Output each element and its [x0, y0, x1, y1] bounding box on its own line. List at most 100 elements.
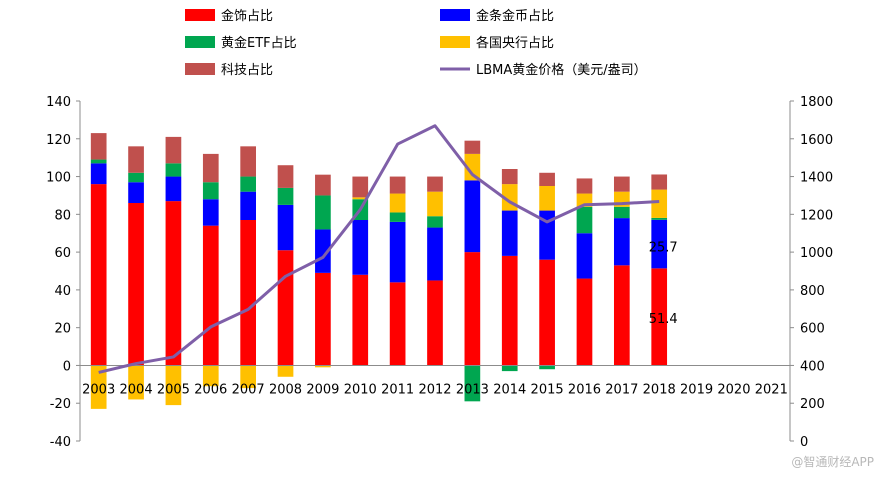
left-tick-label: -20 [50, 397, 71, 412]
bar-2003-series-3 [90, 365, 107, 409]
bar-2007-series-1 [240, 191, 256, 220]
bar-2004-series-2 [128, 172, 144, 183]
x-tick-label-2004: 2004 [120, 382, 153, 397]
bar-2012-series-0 [427, 280, 443, 366]
bar-2013-series-2 [464, 365, 481, 402]
right-tick-label: 400 [800, 359, 825, 374]
bar-2005-series-1 [165, 176, 182, 202]
bar-2011-series-1 [389, 221, 406, 283]
right-tick-label: 1200 [800, 208, 833, 223]
x-tick-label-2016: 2016 [568, 382, 601, 397]
left-tick-label: 0 [63, 359, 71, 374]
bar-2009-series-3 [315, 365, 331, 368]
bar-2012-series-1 [427, 227, 443, 281]
x-tick-label-2012: 2012 [418, 382, 451, 397]
bar-2008-series-3 [277, 365, 294, 377]
left-tick-label: 100 [46, 171, 71, 186]
bar-2012-series-2 [427, 216, 443, 228]
legend-swatch-2 [185, 36, 215, 48]
bar-2018-series-2 [651, 217, 668, 220]
labels-layer: 25.7 51.4 [649, 240, 678, 327]
bars-layer [90, 133, 668, 409]
bar-2016-series-4 [576, 178, 593, 194]
bar-2004-series-0 [128, 203, 144, 366]
bar-2007-series-2 [240, 176, 256, 192]
axes-layer: -40-200204060801001201400200400600800100… [46, 95, 833, 450]
right-tick-label: 800 [800, 284, 825, 299]
bar-2008-series-2 [277, 187, 294, 205]
legend-label-2: 黄金ETF占比 [221, 35, 297, 51]
bar-2006-series-2 [202, 182, 219, 200]
bar-2005-series-4 [165, 136, 182, 164]
bar-2008-series-1 [277, 204, 294, 251]
legend-label-0: 金饰占比 [221, 8, 273, 24]
line-layer [98, 124, 660, 374]
bar-2006-series-4 [202, 153, 219, 183]
bar-2017-series-4 [613, 176, 630, 192]
bar-2018-series-3 [651, 189, 668, 218]
right-tick-label: 1000 [800, 246, 833, 261]
left-tick-label: 140 [46, 95, 71, 110]
bar-2012-series-3 [427, 191, 443, 217]
bar-2009-series-2 [315, 195, 331, 230]
left-tick-label: 20 [54, 322, 71, 337]
bar-2005-series-3 [165, 365, 182, 406]
bar-2014-series-4 [501, 169, 518, 185]
right-tick-label: 600 [800, 322, 825, 337]
bar-2015-series-0 [539, 259, 555, 366]
legend-swatch-3 [440, 36, 470, 48]
bar-2009-series-1 [315, 229, 331, 273]
bar-2016-series-0 [576, 278, 593, 366]
bar-2006-series-3 [202, 365, 219, 387]
legend-label-4: 科技占比 [221, 63, 273, 78]
bar-2006-series-1 [202, 199, 219, 226]
x-tick-label-2020: 2020 [717, 382, 750, 397]
x-tick-label-2014: 2014 [493, 382, 526, 397]
bar-2003-series-4 [90, 133, 107, 160]
bar-2012-series-4 [427, 176, 443, 192]
bar-2003-series-0 [90, 184, 107, 366]
x-tick-label-2003: 2003 [82, 382, 115, 397]
bar-2018-series-4 [651, 174, 668, 190]
bar-2003-series-2 [90, 159, 107, 164]
watermark-text: @智通财经APP [791, 454, 874, 469]
right-tick-label: 1600 [800, 133, 833, 148]
bar-2004-series-1 [128, 182, 144, 203]
bar-2014-series-2 [501, 365, 518, 372]
bar-2013-series-1 [464, 180, 481, 253]
left-tick-label: 40 [54, 284, 71, 299]
legend-label-1: 金条金币占比 [476, 8, 554, 24]
bar-2010-series-3 [352, 197, 369, 200]
bar-2017-series-0 [613, 265, 630, 366]
x-tick-label-2006: 2006 [194, 382, 227, 397]
bar-2014-series-1 [501, 210, 518, 256]
right-tick-label: 0 [800, 435, 808, 450]
x-tick-label-2015: 2015 [531, 382, 564, 397]
legend-swatch-1 [440, 9, 470, 21]
left-tick-label: 120 [46, 133, 71, 148]
bar-2011-series-2 [389, 212, 406, 222]
right-tick-label: 200 [800, 397, 825, 412]
x-tick-label-2017: 2017 [605, 382, 638, 397]
bar-2014-series-0 [501, 255, 518, 366]
x-tick-label-2007: 2007 [232, 382, 265, 397]
legend-label-5: LBMA黄金价格（美元/盎司） [476, 62, 647, 78]
bar-2009-series-0 [315, 272, 331, 366]
bar-2007-series-4 [240, 146, 256, 177]
x-tick-label-2018: 2018 [643, 382, 676, 397]
bar-2016-series-2 [576, 206, 593, 234]
bar-2015-series-1 [539, 210, 555, 260]
bar-2004-series-4 [128, 146, 144, 173]
bar-2010-series-1 [352, 220, 369, 275]
bar-2008-series-4 [277, 165, 294, 188]
bar-2005-series-2 [165, 163, 182, 177]
right-tick-label: 1800 [800, 95, 833, 110]
bar-2018-series-1 [651, 219, 668, 269]
bar-2010-series-0 [352, 274, 369, 366]
left-tick-label: 80 [54, 208, 71, 223]
bar-2015-series-3 [539, 186, 555, 211]
left-tick-label: 60 [54, 246, 71, 261]
x-tick-label-2008: 2008 [269, 382, 302, 397]
